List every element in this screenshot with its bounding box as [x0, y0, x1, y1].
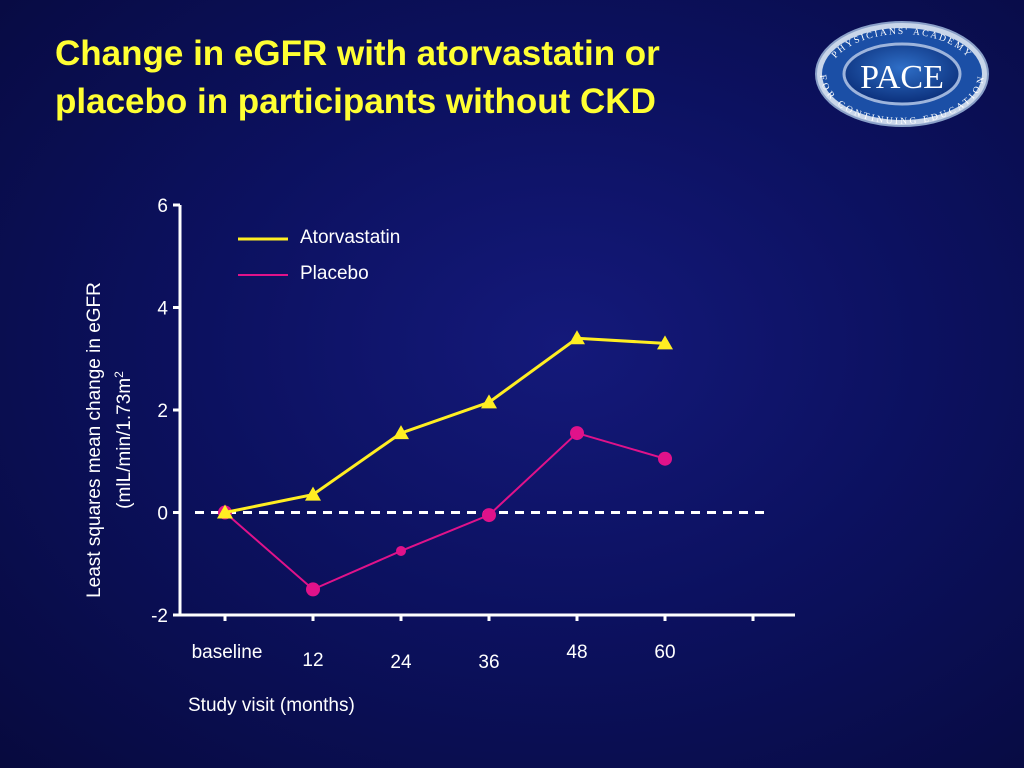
series-line — [224, 431, 666, 591]
x-tick-label: 12 — [302, 650, 323, 671]
y-axis-label-line-1: Least squares mean change in eGFR — [83, 282, 105, 598]
y-axis-label-line-2: (mlL/min/1.73m — [114, 377, 136, 509]
x-tick-label: 60 — [654, 642, 675, 663]
series-line — [224, 336, 666, 514]
y-tick-label: 6 — [157, 196, 168, 217]
data-point — [569, 330, 585, 345]
x-tick-label: baseline — [192, 642, 263, 663]
pace-logo: PHYSICIANS' ACADEMY FOR CONTINUING EDUCA… — [815, 21, 989, 127]
y-tick-label: 0 — [157, 504, 168, 525]
y-axis-label: Least squares mean change in eGFR (mlL/m… — [83, 230, 137, 650]
slide-title: Change in eGFR with atorvastatin or plac… — [55, 30, 815, 126]
logo-center-text: PACE — [860, 59, 944, 96]
x-tick-label: 24 — [390, 652, 412, 673]
legend-label: Atorvastatin — [300, 227, 400, 248]
y-tick-label: 4 — [157, 299, 168, 320]
data-point — [570, 426, 584, 441]
data-point — [396, 545, 406, 556]
data-point — [305, 486, 321, 501]
x-tick-label: 48 — [566, 642, 587, 663]
y-tick-label: 2 — [157, 401, 168, 422]
data-point — [657, 335, 673, 350]
x-tick-label: 36 — [478, 652, 499, 673]
data-point — [393, 425, 409, 440]
slide-title-line-2: placebo in participants without CKD — [55, 82, 656, 121]
data-point — [482, 508, 496, 523]
y-tick-label: -2 — [151, 606, 168, 627]
data-point — [658, 451, 672, 466]
series-atorvastatin — [217, 330, 673, 519]
x-axis-label: Study visit (months) — [188, 695, 355, 716]
legend-label: Placebo — [300, 263, 369, 284]
y-axis-label-superscript: 2 — [111, 371, 126, 378]
data-point — [306, 582, 320, 597]
data-point — [217, 504, 233, 519]
data-point — [481, 394, 497, 409]
slide-title-line-1: Change in eGFR with atorvastatin or — [55, 34, 660, 73]
